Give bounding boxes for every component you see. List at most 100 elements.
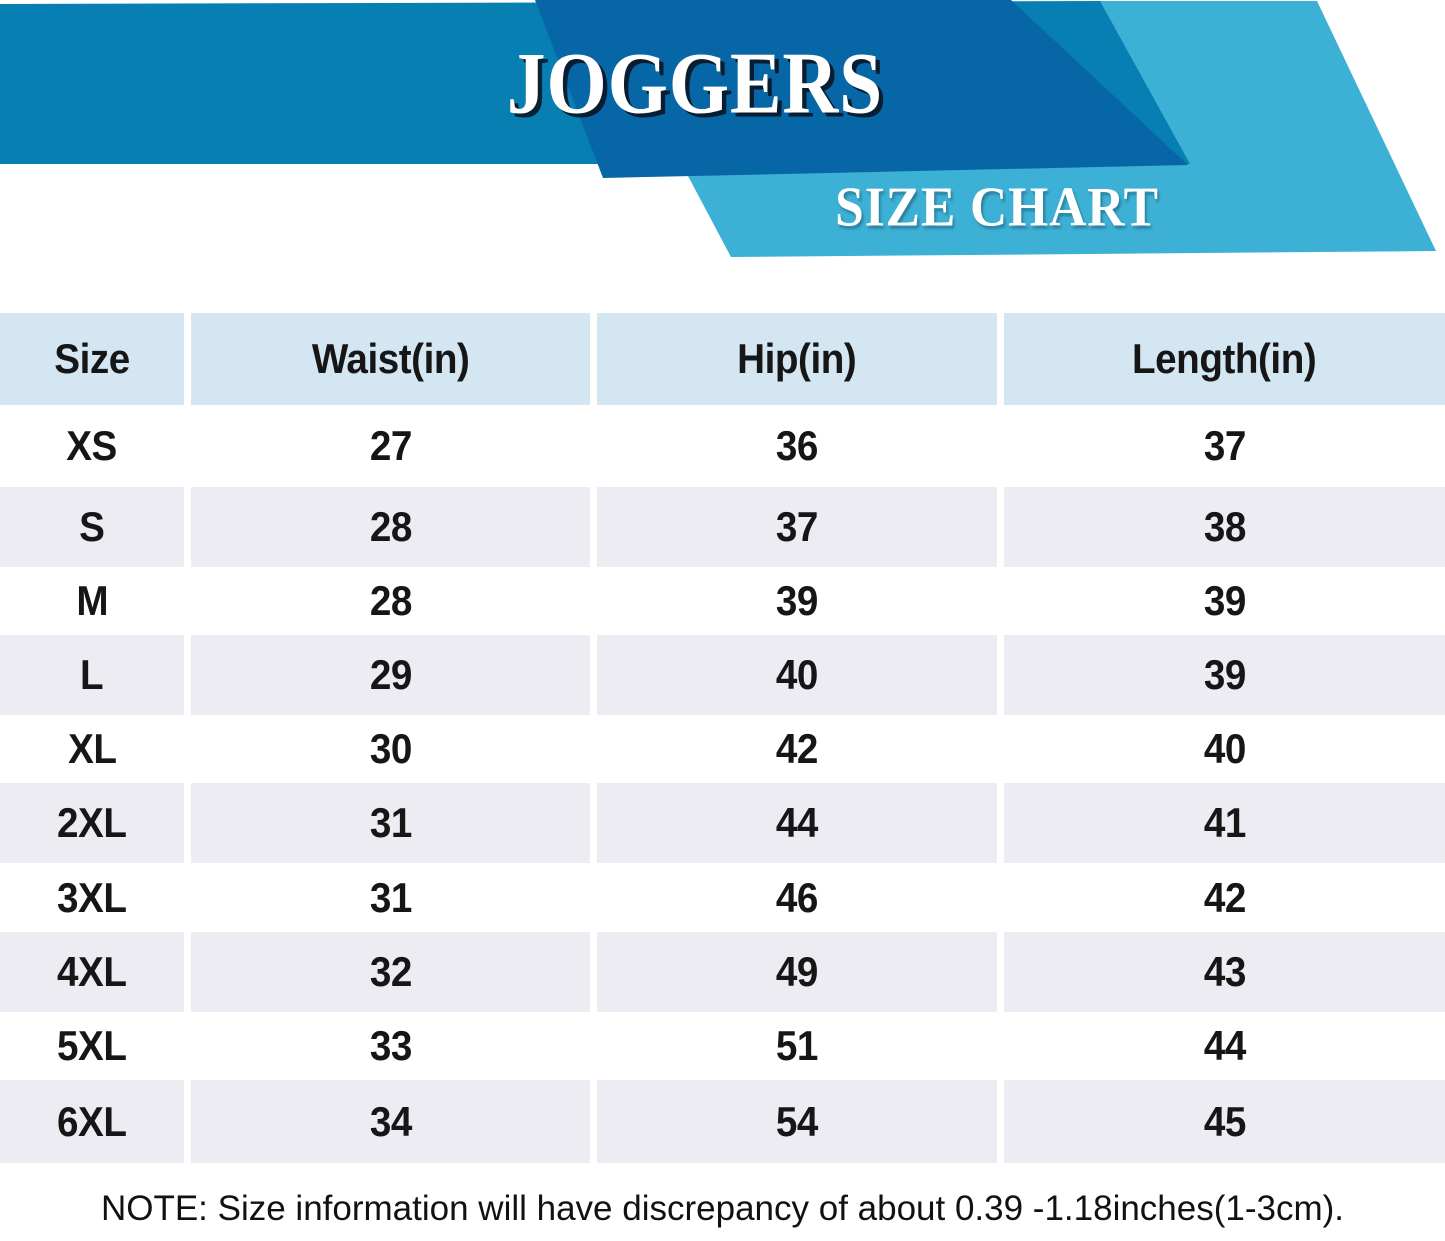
- waist-value: 27: [369, 422, 412, 469]
- length-value: 40: [1203, 725, 1246, 772]
- hip-value: 49: [775, 948, 819, 995]
- size-note: NOTE: Size information will have discrep…: [100, 1189, 1345, 1228]
- size-value: 6XL: [57, 1097, 127, 1145]
- cell-length: 44: [1004, 1012, 1445, 1080]
- cell-length: 39: [1004, 567, 1445, 635]
- column-header-length: Length(in): [1004, 313, 1445, 405]
- cell-size: M: [0, 567, 184, 635]
- cell-size: XL: [0, 715, 184, 783]
- size-value: XL: [67, 725, 117, 772]
- cell-length: 42: [1004, 863, 1445, 932]
- cell-length: 37: [1004, 405, 1445, 487]
- length-value: 41: [1203, 799, 1246, 846]
- cell-size: 2XL: [0, 783, 184, 863]
- size-value: L: [80, 651, 104, 698]
- cell-size: 3XL: [0, 863, 184, 932]
- length-value: 44: [1203, 1022, 1246, 1069]
- hip-value: 36: [775, 422, 819, 469]
- table-row-2xl: 2XL 31 44 41: [0, 783, 1445, 863]
- cell-hip: 51: [597, 1012, 997, 1080]
- table-row-3xl: 3XL 31 46 42: [0, 863, 1445, 932]
- waist-value: 30: [369, 725, 412, 772]
- length-value: 42: [1203, 873, 1246, 921]
- length-value: 37: [1203, 422, 1246, 469]
- cell-waist: 28: [191, 567, 590, 635]
- cell-waist: 27: [191, 405, 590, 487]
- hip-value: 40: [775, 651, 819, 698]
- cell-length: 45: [1004, 1080, 1445, 1163]
- cell-hip: 36: [597, 405, 997, 487]
- cell-waist: 29: [191, 635, 590, 715]
- size-table: Size Waist(in) Hip(in) Length(in) XS 27 …: [0, 313, 1445, 1163]
- cell-length: 39: [1004, 635, 1445, 715]
- waist-value: 33: [369, 1022, 412, 1069]
- length-value: 39: [1203, 651, 1246, 698]
- length-value: 38: [1203, 503, 1246, 550]
- table-row-4xl: 4XL 32 49 43: [0, 932, 1445, 1012]
- cell-hip: 39: [597, 567, 997, 635]
- waist-value: 29: [369, 651, 412, 698]
- waist-value: 31: [369, 873, 412, 921]
- column-header-waist-label: Waist(in): [311, 335, 470, 382]
- cell-hip: 37: [597, 487, 997, 567]
- cell-size: 6XL: [0, 1080, 184, 1163]
- cell-size: S: [0, 487, 184, 567]
- size-chart-label: SIZE CHART: [835, 176, 1159, 239]
- cell-length: 41: [1004, 783, 1445, 863]
- column-header-size: Size: [0, 313, 184, 405]
- hip-value: 39: [775, 577, 819, 624]
- waist-value: 28: [369, 577, 412, 624]
- length-value: 45: [1203, 1097, 1246, 1145]
- hip-value: 37: [775, 503, 819, 550]
- cell-size: L: [0, 635, 184, 715]
- table-row-m: M 28 39 39: [0, 567, 1445, 635]
- cell-hip: 44: [597, 783, 997, 863]
- hip-value: 46: [775, 873, 819, 921]
- cell-size: 5XL: [0, 1012, 184, 1080]
- table-header-row: Size Waist(in) Hip(in) Length(in): [0, 313, 1445, 405]
- table-row-s: S 28 37 38: [0, 487, 1445, 567]
- length-value: 39: [1203, 577, 1246, 624]
- cell-waist: 34: [191, 1080, 590, 1163]
- hip-value: 54: [775, 1097, 819, 1145]
- cell-size: XS: [0, 405, 184, 487]
- table-row-xs: XS 27 36 37: [0, 405, 1445, 487]
- size-value: 5XL: [57, 1022, 127, 1069]
- cell-waist: 33: [191, 1012, 590, 1080]
- hip-value: 42: [775, 725, 819, 772]
- size-value: 4XL: [57, 948, 127, 995]
- banner: JOGGERS SIZE CHART: [0, 0, 1445, 262]
- cell-waist: 31: [191, 783, 590, 863]
- waist-value: 31: [369, 799, 412, 846]
- column-header-hip: Hip(in): [597, 313, 997, 405]
- column-header-hip-label: Hip(in): [737, 335, 857, 382]
- size-value: 2XL: [57, 799, 127, 846]
- cell-length: 43: [1004, 932, 1445, 1012]
- cell-size: 4XL: [0, 932, 184, 1012]
- table-row-6xl: 6XL 34 54 45: [0, 1080, 1445, 1163]
- cell-waist: 28: [191, 487, 590, 567]
- waist-value: 32: [369, 948, 412, 995]
- cell-length: 40: [1004, 715, 1445, 783]
- column-header-size-label: Size: [54, 335, 130, 382]
- column-header-length-label: Length(in): [1132, 335, 1317, 382]
- cell-waist: 30: [191, 715, 590, 783]
- cell-length: 38: [1004, 487, 1445, 567]
- waist-value: 28: [369, 503, 412, 550]
- hip-value: 51: [775, 1022, 819, 1069]
- size-value: M: [76, 577, 108, 624]
- cell-hip: 40: [597, 635, 997, 715]
- size-value: XS: [66, 422, 118, 469]
- column-header-waist: Waist(in): [191, 313, 590, 405]
- size-value: S: [79, 503, 105, 550]
- cell-hip: 49: [597, 932, 997, 1012]
- length-value: 43: [1203, 948, 1246, 995]
- hip-value: 44: [775, 799, 819, 846]
- cell-waist: 31: [191, 863, 590, 932]
- waist-value: 34: [369, 1097, 412, 1145]
- cell-hip: 46: [597, 863, 997, 932]
- product-title: JOGGERS: [506, 35, 884, 133]
- table-row-5xl: 5XL 33 51 44: [0, 1012, 1445, 1080]
- table-row-xl: XL 30 42 40: [0, 715, 1445, 783]
